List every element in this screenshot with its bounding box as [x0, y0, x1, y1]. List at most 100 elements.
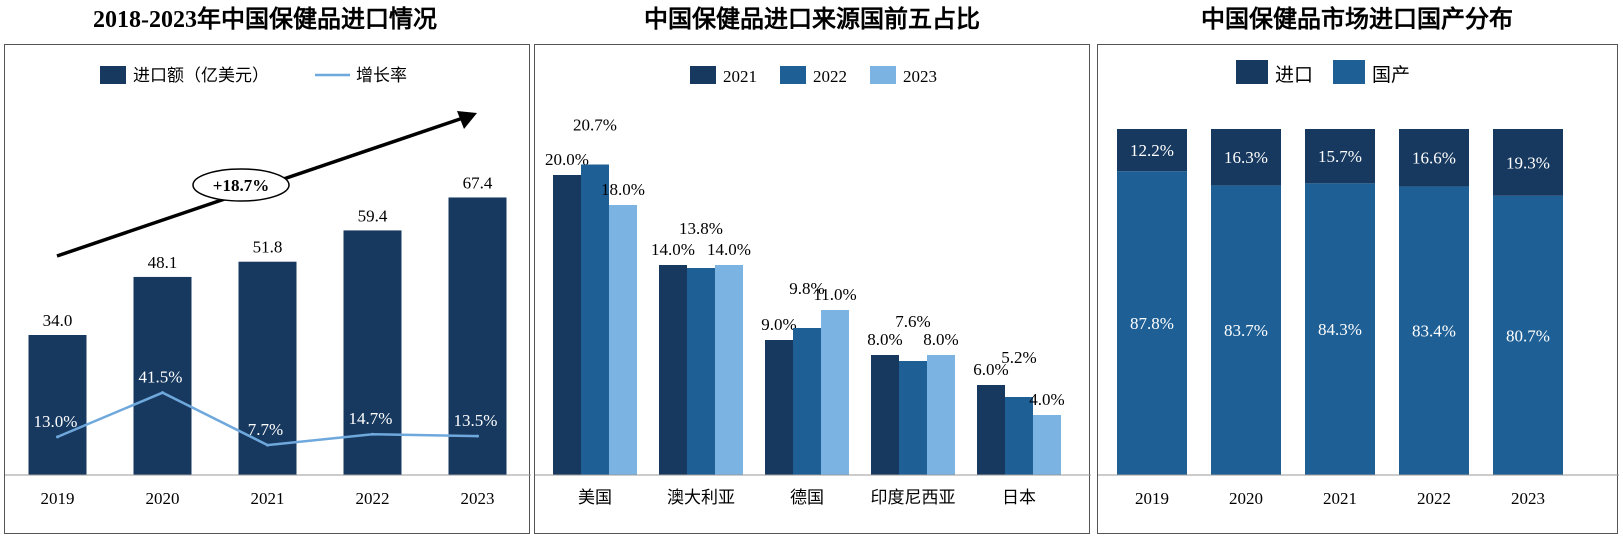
legend-swatch-import: [1236, 60, 1268, 84]
bar: [448, 197, 507, 475]
legend-label-2023: 2023: [903, 67, 937, 86]
bar-2021: [871, 355, 899, 475]
x-tick-label: 2022: [1417, 489, 1451, 508]
bar-value-label: 48.1: [148, 253, 178, 272]
x-tick-label: 2021: [1323, 489, 1357, 508]
bar-domestic-value-label: 84.3%: [1318, 320, 1362, 339]
legend-label-domestic: 国产: [1372, 64, 1410, 86]
bar-value-label: 8.0%: [867, 330, 902, 349]
legend-swatch-2023: [870, 66, 896, 84]
growth-rate-label: 7.7%: [248, 420, 283, 439]
bar-2023: [715, 265, 743, 475]
x-tick-label: 澳大利亚: [667, 488, 735, 507]
bar-2023: [609, 205, 637, 475]
bar-import-value-label: 19.3%: [1506, 153, 1550, 172]
growth-rate-label: 13.0%: [34, 412, 78, 431]
x-tick-label: 印度尼西亚: [871, 488, 956, 507]
bar-import-value-label: 16.6%: [1412, 149, 1456, 168]
legend-swatch-2021: [690, 66, 716, 84]
x-tick-label: 2019: [41, 489, 75, 508]
x-tick-label: 美国: [578, 488, 612, 507]
growth-rate-point: [371, 432, 374, 436]
label-bg: [1407, 319, 1461, 342]
bar: [238, 261, 297, 475]
label-bg: [1313, 318, 1367, 341]
chart2-panel: 2021 2022 2023 20.0% 20.7% 18.0% 美国 14.0% 13.8% 1…: [534, 44, 1091, 534]
bar-value-label: 20.7%: [573, 116, 617, 135]
bar-value-label: 59.4: [358, 206, 388, 225]
chart1-title: 2018-2023年中国保健品进口情况: [93, 7, 437, 33]
bar-value-label: 6.0%: [973, 360, 1008, 379]
chart3-title: 中国保健品市场进口国产分布: [1201, 7, 1513, 33]
bar-2021: [977, 385, 1005, 475]
bar-value-label: 34.0: [43, 311, 73, 330]
growth-rate-point: [476, 434, 479, 438]
legend-label-2022: 2022: [813, 67, 847, 86]
bar-value-label: 9.8%: [789, 279, 824, 298]
x-tick-label: 2020: [1229, 489, 1263, 508]
growth-rate-point: [161, 391, 164, 395]
chart3-panel: 进口 国产 12.2% 87.8% 2019 16.3% 83.7% 2020 15.7% 84.…: [1097, 44, 1619, 534]
chart2-title: 中国保健品进口来源国前五占比: [644, 7, 980, 33]
label-bg: [1219, 146, 1273, 169]
x-tick-label: 2019: [1135, 489, 1169, 508]
bar: [133, 276, 192, 475]
legend-label-2021: 2021: [723, 67, 757, 86]
bar-value-label: 51.8: [253, 238, 283, 257]
x-tick-label: 2023: [461, 489, 495, 508]
bar-2022: [1005, 397, 1033, 475]
trend-arrow-head: [457, 111, 477, 129]
x-tick-label: 2023: [1511, 489, 1545, 508]
bar-2023: [821, 310, 849, 475]
legend-label-import: 进口: [1275, 64, 1313, 86]
legend-swatch-2022: [780, 66, 806, 84]
bar-value-label: 5.2%: [1001, 348, 1036, 367]
bar-value-label: 11.0%: [813, 285, 856, 304]
bar-domestic-value-label: 80.7%: [1506, 326, 1550, 345]
bar-value-label: 14.0%: [651, 240, 695, 259]
x-tick-label: 德国: [790, 488, 824, 507]
bar-2022: [793, 328, 821, 475]
bar-value-label: 20.0%: [545, 150, 589, 169]
growth-rate-point: [266, 443, 269, 447]
annotation-ellipse: [192, 168, 290, 202]
chart3-svg: 进口 国产 12.2% 87.8% 2019 16.3% 83.7% 2020 15.7% 84.…: [1098, 60, 1619, 508]
label-bg: [1407, 146, 1461, 169]
bar-value-label: 13.8%: [679, 219, 723, 238]
bar-value-label: 8.0%: [923, 330, 958, 349]
bar: [343, 230, 402, 475]
bar-import-value-label: 15.7%: [1318, 147, 1362, 166]
bar-2021: [553, 175, 581, 475]
legend-label-import: 进口额（亿美元）: [133, 66, 269, 85]
x-tick-label: 2021: [251, 489, 285, 508]
bar: [28, 335, 87, 475]
bar-2022: [687, 268, 715, 475]
chart2-svg: 2021 2022 2023 20.0% 20.7% 18.0% 美国 14.0% 13.8% 1…: [535, 66, 1091, 507]
x-tick-label: 日本: [1002, 488, 1036, 507]
growth-rate-label: 13.5%: [454, 411, 498, 430]
bar-domestic-value-label: 83.7%: [1224, 321, 1268, 340]
legend-swatch-import: [100, 66, 126, 84]
bar-value-label: 4.0%: [1029, 390, 1064, 409]
bar-import-value-label: 16.3%: [1224, 148, 1268, 167]
bar-value-label: 9.0%: [761, 315, 796, 334]
growth-rate-point: [56, 435, 59, 439]
label-bg: [1125, 139, 1179, 162]
label-bg: [1501, 151, 1555, 174]
label-bg: [1125, 312, 1179, 335]
legend-swatch-domestic: [1333, 60, 1365, 84]
chart1-svg: 进口额（亿美元） 增长率 34.0 2019 48.1 2020 51.8 2021 59.4 2…: [5, 66, 531, 508]
label-bg: [1219, 319, 1273, 342]
label-bg: [1313, 145, 1367, 168]
bar-value-label: 18.0%: [601, 180, 645, 199]
bar-2023: [1033, 415, 1061, 475]
growth-rate-label: 41.5%: [139, 368, 183, 387]
annotation-label: +18.7%: [213, 176, 269, 195]
x-tick-label: 2022: [356, 489, 390, 508]
bar-value-label: 14.0%: [707, 240, 751, 259]
bar-value-label: 67.4: [463, 173, 493, 192]
bar-domestic-value-label: 87.8%: [1130, 314, 1174, 333]
growth-rate-label: 14.7%: [349, 409, 393, 428]
bar-2023: [927, 355, 955, 475]
label-bg: [1501, 324, 1555, 347]
